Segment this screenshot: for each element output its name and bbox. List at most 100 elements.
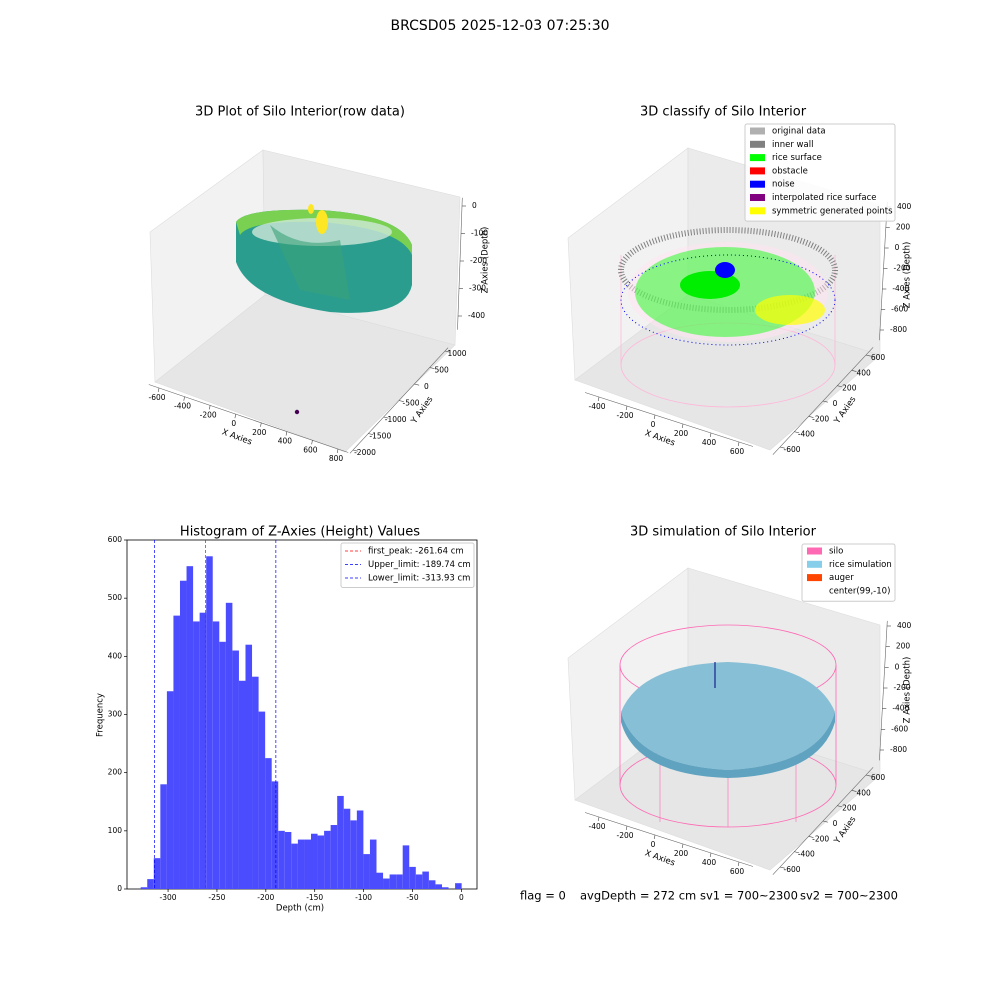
footer-text: avgDepth = 272 cm — [580, 889, 696, 903]
bar — [297, 839, 305, 889]
legend-label: original data — [772, 127, 826, 137]
y-tick-label: -400 — [798, 850, 815, 859]
x-axis-line — [584, 392, 754, 447]
x-tick-label: 200 — [674, 849, 689, 858]
y-tick — [429, 367, 435, 369]
y-tick-label: 200 — [842, 384, 857, 393]
z-tick-label: -600 — [891, 724, 908, 733]
y-tick-label: 400 — [857, 788, 872, 797]
legend-swatch — [807, 547, 822, 555]
y-tick-label: -1000 — [385, 415, 407, 424]
y-tick-label: -500 — [402, 399, 419, 408]
bar — [350, 820, 357, 889]
y-tick-label: 0 — [833, 399, 838, 408]
y-tick — [444, 350, 450, 353]
axis-label: Frequency — [96, 693, 106, 737]
x-tick-label: -400 — [588, 822, 605, 831]
y-tick-label: -200 — [812, 834, 829, 843]
z-tick-label: -400 — [892, 284, 909, 293]
figure-title: BRCSD05 2025-12-03 07:25:30 — [390, 18, 609, 34]
y-tick-label: 600 — [871, 773, 886, 782]
y-tick-label: 400 — [108, 651, 123, 660]
legend-swatch — [807, 574, 822, 582]
y-tick — [368, 433, 374, 435]
bar — [337, 795, 344, 889]
z-tick-label: -200 — [470, 256, 487, 265]
y-tick — [837, 805, 843, 808]
x-tick-label: 600 — [730, 447, 745, 456]
axis-label: X Axies — [220, 427, 253, 447]
legend-box — [340, 542, 475, 588]
bar — [396, 874, 403, 889]
bar — [415, 874, 423, 889]
bar — [153, 858, 161, 889]
bar — [271, 781, 279, 889]
legend-swatch — [750, 167, 765, 175]
x-axis-line — [148, 384, 349, 453]
z-tick-label: -600 — [891, 305, 908, 314]
bar — [442, 887, 449, 889]
x-tick-label: -400 — [174, 402, 191, 411]
y-tick-label: 500 — [108, 593, 123, 602]
z-tick-label: 0 — [472, 201, 477, 210]
x-tick — [653, 834, 656, 840]
bar — [389, 874, 397, 889]
axis-label: X Axies — [643, 848, 676, 868]
y-tick — [808, 836, 814, 838]
z-tick-label: -200 — [894, 264, 911, 273]
x-tick — [209, 405, 211, 410]
bar — [140, 887, 148, 889]
footer-text: sv2 = 700~2300 — [800, 889, 898, 903]
x-tick — [709, 852, 712, 858]
z-axis-line — [879, 201, 888, 341]
bar — [324, 830, 331, 889]
simulation — [619, 624, 837, 828]
legend-label: first_peak: -261.64 cm — [368, 547, 464, 557]
bar — [435, 884, 442, 889]
x-tick-label: -300 — [160, 893, 177, 902]
y-tick — [779, 446, 785, 449]
y-tick — [808, 416, 814, 418]
y-tick — [779, 866, 785, 869]
x-tick-label: -200 — [616, 411, 633, 420]
legend-label: auger — [829, 573, 854, 583]
bar — [173, 615, 180, 889]
bar — [284, 831, 292, 889]
bar — [356, 810, 364, 889]
legend-label: rice surface — [772, 153, 822, 163]
bar — [147, 879, 154, 889]
x-tick-label: 0 — [459, 893, 464, 902]
z-axis-line — [457, 197, 463, 330]
x-tick — [183, 396, 185, 401]
bar — [206, 556, 213, 889]
chart-title: 3D Plot of Silo Interior(row data) — [195, 105, 405, 120]
bar — [278, 830, 285, 889]
bar — [317, 835, 325, 889]
y-tick — [822, 400, 828, 403]
z-tick-label: 200 — [896, 642, 911, 651]
axis-label: Depth (cm) — [276, 904, 324, 914]
chart-title: 3D simulation of Silo Interior — [630, 525, 817, 540]
x-tick-label: -50 — [406, 893, 418, 902]
y-tick — [865, 774, 871, 777]
y-tick-label: 1000 — [447, 349, 466, 358]
bar — [258, 711, 266, 889]
legend-label: interpolated rice surface — [772, 193, 877, 203]
x-tick-label: 200 — [674, 429, 689, 438]
bar — [186, 566, 194, 889]
bar — [428, 880, 436, 889]
y-tick-label: -1500 — [369, 432, 391, 441]
bar — [265, 758, 272, 889]
legend-label: rice simulation — [829, 560, 892, 570]
legend-label: inner wall — [772, 140, 813, 150]
x-tick — [737, 861, 740, 867]
axis-label: Z Axies (Depth) — [903, 242, 913, 309]
x-tick-label: 0 — [651, 840, 656, 849]
x-tick-label: -150 — [306, 893, 323, 902]
y-tick — [851, 370, 857, 372]
x-tick — [597, 396, 600, 402]
bar — [252, 676, 259, 889]
x-tick-label: 400 — [278, 437, 293, 446]
x-tick — [285, 431, 288, 436]
